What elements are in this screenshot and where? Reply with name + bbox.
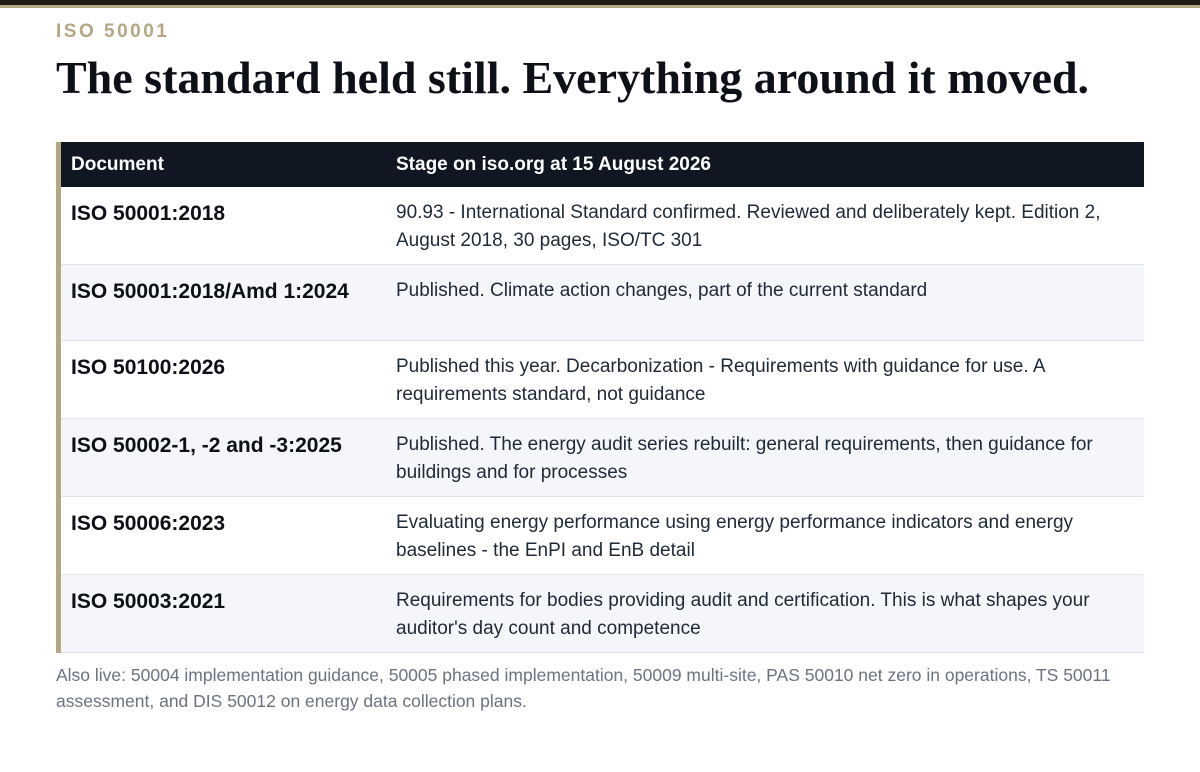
table-row: ISO 50100:2026 Published this year. Deca… <box>61 340 1144 419</box>
table-header-row: Document Stage on iso.org at 15 August 2… <box>61 142 1144 187</box>
stage-cell: Evaluating energy performance using ener… <box>382 496 1144 575</box>
document-cell: ISO 50003:2021 <box>61 574 382 653</box>
document-cell: ISO 50006:2023 <box>61 496 382 575</box>
document-cell: ISO 50001:2018 <box>61 187 382 265</box>
eyebrow-label: ISO 50001 <box>56 21 170 42</box>
stage-cell: 90.93 - International Standard confirmed… <box>382 187 1144 265</box>
stage-cell: Published. Climate action changes, part … <box>382 264 1144 341</box>
document-cell: ISO 50100:2026 <box>61 340 382 419</box>
stage-cell: Requirements for bodies providing audit … <box>382 574 1144 653</box>
table-row: ISO 50001:2018 90.93 - International Sta… <box>61 187 1144 265</box>
standards-table: Document Stage on iso.org at 15 August 2… <box>56 142 1144 653</box>
table-row: ISO 50002-1, -2 and -3:2025 Published. T… <box>61 418 1144 497</box>
top-rule <box>0 0 1200 8</box>
column-header-stage: Stage on iso.org at 15 August 2026 <box>382 142 1144 187</box>
stage-cell: Published. The energy audit series rebui… <box>382 418 1144 497</box>
page-title: The standard held still. Everything arou… <box>56 52 1090 103</box>
stage-cell: Published this year. Decarbonization - R… <box>382 340 1144 419</box>
footnote: Also live: 50004 implementation guidance… <box>56 665 1111 711</box>
document-cell: ISO 50001:2018/Amd 1:2024 <box>61 264 382 341</box>
document-cell: ISO 50002-1, -2 and -3:2025 <box>61 418 382 497</box>
column-header-document: Document <box>61 142 382 187</box>
table-row: ISO 50001:2018/Amd 1:2024 Published. Cli… <box>61 264 1144 341</box>
table-row: ISO 50006:2023 Evaluating energy perform… <box>61 496 1144 575</box>
table-row: ISO 50003:2021 Requirements for bodies p… <box>61 574 1144 653</box>
